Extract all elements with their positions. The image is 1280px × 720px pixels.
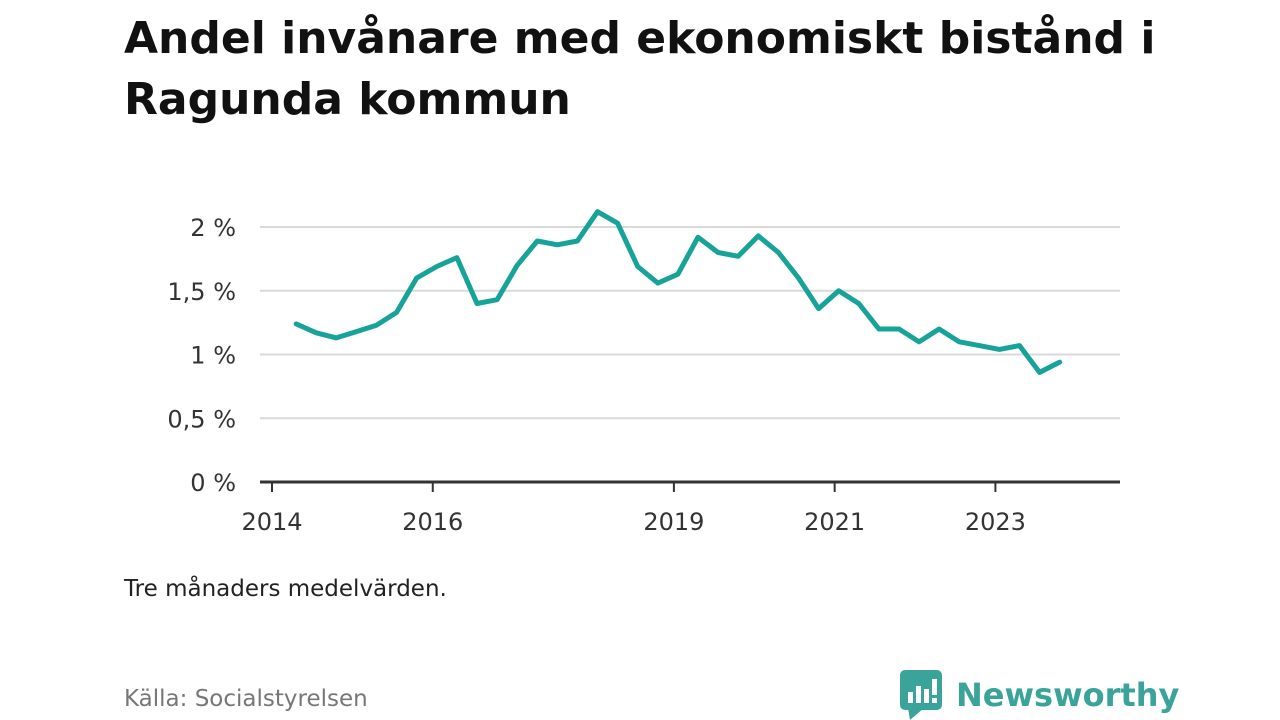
x-tick-label: 2023 bbox=[965, 508, 1026, 536]
data-point bbox=[535, 239, 540, 244]
y-tick-label: 1,5 % bbox=[167, 278, 236, 306]
data-point bbox=[294, 321, 299, 326]
data-point bbox=[334, 335, 339, 340]
data-point bbox=[816, 306, 821, 311]
data-point bbox=[876, 327, 881, 332]
data-point bbox=[897, 327, 902, 332]
data-point bbox=[977, 343, 982, 348]
y-tick-label: 1 % bbox=[190, 342, 236, 370]
data-point bbox=[555, 242, 560, 247]
data-point bbox=[836, 288, 841, 293]
data-point bbox=[475, 301, 480, 306]
y-tick-label: 0 % bbox=[190, 469, 236, 497]
data-point bbox=[595, 209, 600, 214]
data-point bbox=[696, 235, 701, 240]
x-tick-label: 2014 bbox=[241, 508, 302, 536]
data-point bbox=[937, 327, 942, 332]
data-point bbox=[635, 264, 640, 269]
data-point bbox=[515, 263, 520, 268]
series bbox=[293, 209, 1063, 375]
data-point bbox=[1037, 370, 1042, 375]
x-tick-label: 2016 bbox=[402, 508, 463, 536]
data-point bbox=[454, 255, 459, 260]
x-tick-label: 2019 bbox=[643, 508, 704, 536]
x-tick-label: 2021 bbox=[804, 508, 865, 536]
data-point bbox=[997, 347, 1002, 352]
data-point bbox=[495, 297, 500, 302]
newsworthy-logo-icon bbox=[900, 670, 942, 720]
data-point bbox=[615, 221, 620, 226]
data-point bbox=[434, 264, 439, 269]
data-point bbox=[655, 281, 660, 286]
y-axis-tick-labels: 0 % 0,5 % 1 % 1,5 % 2 % bbox=[167, 214, 236, 497]
series-line bbox=[293, 209, 1063, 375]
data-point bbox=[756, 233, 761, 238]
y-tick-label: 0,5 % bbox=[167, 405, 236, 433]
data-point bbox=[1057, 360, 1062, 365]
data-point bbox=[856, 301, 861, 306]
data-point bbox=[776, 250, 781, 255]
y-tick-label: 2 % bbox=[190, 214, 236, 242]
data-point bbox=[314, 330, 319, 335]
data-point bbox=[394, 310, 399, 315]
data-point bbox=[716, 250, 721, 255]
data-point bbox=[374, 323, 379, 328]
data-point bbox=[414, 276, 419, 281]
data-point bbox=[957, 339, 962, 344]
data-point bbox=[917, 339, 922, 344]
data-point bbox=[1017, 343, 1022, 348]
chart-title: Andel invånare med ekonomiskt bistånd i … bbox=[124, 13, 1156, 125]
chart-note: Tre månaders medelvärden. bbox=[124, 576, 447, 602]
newsworthy-brand[interactable]: Newsworthy bbox=[900, 670, 1179, 720]
data-point bbox=[796, 276, 801, 281]
source-text: Källa: Socialstyrelsen bbox=[124, 686, 368, 712]
data-point bbox=[575, 239, 580, 244]
data-point bbox=[675, 272, 680, 277]
data-point bbox=[354, 329, 359, 334]
data-point bbox=[736, 254, 741, 259]
x-axis-ticks: 2014 2016 2019 2021 2023 bbox=[241, 482, 1026, 536]
brand-name: Newsworthy bbox=[956, 676, 1180, 714]
gridlines bbox=[260, 226, 1120, 420]
